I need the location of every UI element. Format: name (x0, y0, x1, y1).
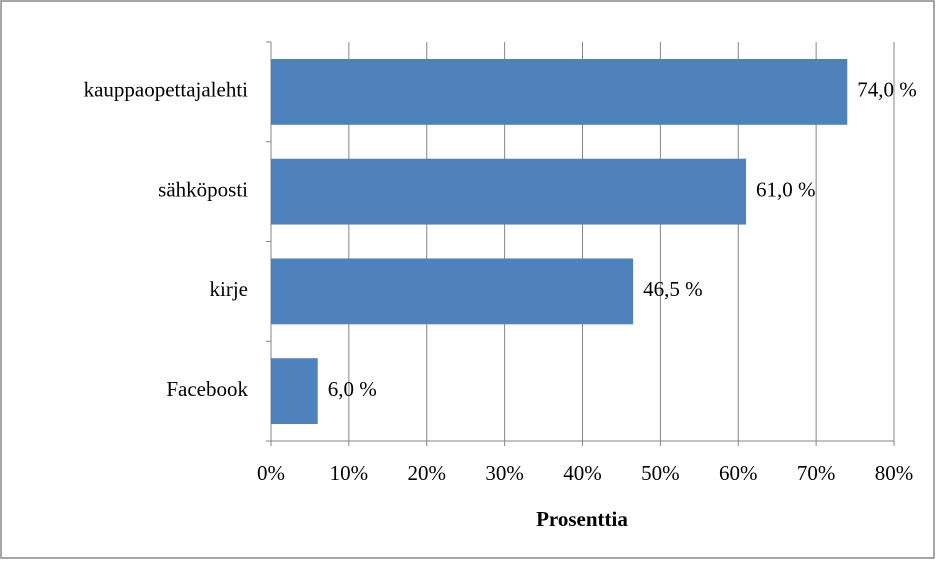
value-label: 61,0 % (756, 177, 816, 201)
y-tick-label: kauppaopettajalehti (84, 78, 249, 102)
x-tick-label: 60% (719, 461, 758, 485)
value-label: 46,5 % (643, 277, 703, 301)
y-tick-label: kirje (210, 277, 248, 301)
x-tick-label: 40% (563, 461, 602, 485)
y-tick-label: Facebook (166, 377, 248, 401)
bar (271, 358, 318, 425)
x-tick-label: 20% (408, 461, 447, 485)
value-label: 6,0 % (328, 377, 377, 401)
x-tick-label: 30% (485, 461, 524, 485)
x-tick-label: 10% (330, 461, 369, 485)
x-tick-label: 70% (797, 461, 836, 485)
x-tick-label: 0% (257, 461, 285, 485)
x-axis-label: Prosenttia (536, 507, 628, 531)
y-tick-label: sähköposti (158, 177, 248, 201)
bar (271, 158, 747, 225)
x-tick-label: 80% (875, 461, 914, 485)
bar (271, 58, 848, 125)
x-tick-label: 50% (641, 461, 680, 485)
value-label: 74,0 % (857, 78, 917, 102)
bar (271, 258, 634, 325)
